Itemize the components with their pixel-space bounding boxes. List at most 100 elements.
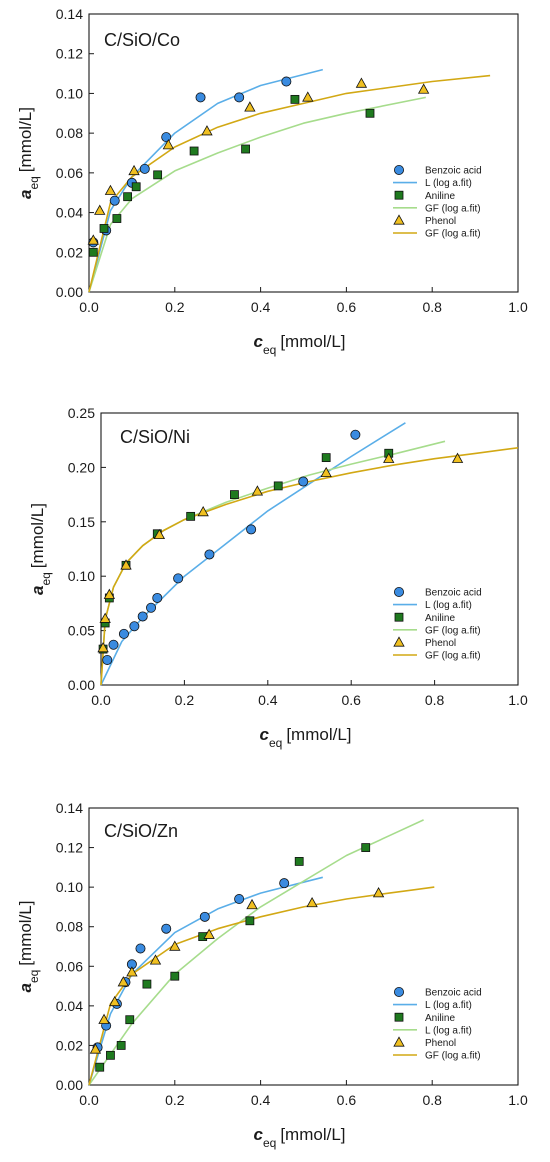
y-tick-label: 0.05 bbox=[68, 623, 95, 639]
series-phenol bbox=[97, 452, 464, 653]
legend-marker-swatch bbox=[393, 1036, 405, 1047]
data-point bbox=[383, 452, 395, 463]
data-point bbox=[245, 916, 255, 926]
data-point bbox=[199, 911, 210, 922]
data-point bbox=[106, 1050, 115, 1060]
data-point bbox=[355, 77, 368, 88]
plot-frame bbox=[88, 13, 519, 293]
panel-title: C/SiO/Zn bbox=[104, 821, 178, 841]
data-point bbox=[246, 524, 257, 535]
data-point bbox=[135, 943, 146, 954]
data-point bbox=[281, 76, 292, 87]
data-point bbox=[234, 894, 245, 905]
legend-label: L (log a.fit) bbox=[425, 178, 472, 189]
x-tick-label: 0.2 bbox=[165, 1092, 185, 1108]
legend-marker-swatch bbox=[393, 164, 404, 175]
plot-frame bbox=[88, 807, 519, 1086]
data-point bbox=[88, 247, 98, 257]
data-point bbox=[126, 966, 138, 977]
data-point bbox=[417, 83, 430, 94]
legend-label: GF (log a.fit) bbox=[425, 625, 481, 636]
data-point bbox=[230, 490, 239, 500]
x-tick-label: 0.4 bbox=[251, 1092, 271, 1108]
data-point bbox=[153, 170, 163, 180]
data-point bbox=[201, 125, 213, 136]
data-point bbox=[169, 940, 181, 951]
y-tick-label: 0.10 bbox=[56, 85, 83, 101]
fit-line-1 bbox=[88, 68, 323, 293]
series-aniline bbox=[98, 448, 394, 654]
data-point bbox=[103, 588, 116, 599]
series-aniline bbox=[95, 843, 371, 1072]
legend-label: GF (log a.fit) bbox=[425, 229, 481, 240]
data-point bbox=[142, 979, 152, 989]
fit-line-2 bbox=[100, 440, 446, 686]
y-tick-label: 0.15 bbox=[68, 514, 95, 530]
y-tick-label: 0.25 bbox=[68, 405, 95, 421]
x-tick-label: 0.8 bbox=[425, 692, 445, 708]
y-tick-label: 0.06 bbox=[56, 165, 83, 181]
x-tick-label: 0.6 bbox=[337, 1092, 357, 1108]
data-point bbox=[279, 878, 290, 889]
data-point bbox=[298, 476, 309, 487]
data-point bbox=[321, 453, 331, 463]
x-tick-label: 0.8 bbox=[422, 299, 442, 315]
data-point bbox=[139, 163, 150, 174]
y-tick-label: 0.08 bbox=[56, 919, 83, 935]
data-point bbox=[161, 132, 172, 143]
data-point bbox=[152, 592, 163, 603]
data-point bbox=[112, 214, 122, 223]
y-tick-label: 0.20 bbox=[68, 459, 95, 475]
legend-label: Aniline bbox=[425, 613, 455, 624]
legend-marker-swatch bbox=[393, 987, 404, 998]
data-point bbox=[98, 1013, 110, 1024]
data-point bbox=[153, 528, 166, 540]
data-point bbox=[99, 612, 111, 623]
y-tick-label: 0.12 bbox=[56, 46, 83, 62]
data-point bbox=[129, 621, 140, 632]
legend-marker-swatch bbox=[394, 1012, 404, 1022]
data-point bbox=[109, 995, 121, 1007]
data-point bbox=[99, 224, 109, 233]
data-point bbox=[170, 971, 180, 981]
legend-marker-swatch bbox=[394, 612, 404, 622]
data-point bbox=[186, 511, 196, 521]
y-tick-label: 0.14 bbox=[56, 800, 83, 816]
x-axis-label: ceq [mmol/L] bbox=[253, 332, 345, 357]
data-point bbox=[104, 184, 117, 195]
y-tick-label: 0.00 bbox=[68, 677, 95, 693]
data-point bbox=[197, 505, 209, 517]
data-point bbox=[116, 1041, 126, 1050]
data-point bbox=[372, 887, 385, 898]
x-tick-label: 0.4 bbox=[258, 692, 278, 708]
data-point bbox=[350, 429, 361, 440]
legend-marker-swatch bbox=[393, 636, 405, 647]
data-point bbox=[87, 234, 99, 245]
data-point bbox=[117, 976, 129, 987]
panel-title: C/SiO/Co bbox=[104, 30, 180, 50]
data-point bbox=[204, 549, 215, 560]
legend-marker-swatch bbox=[393, 587, 404, 598]
legend-label: L (log a.fit) bbox=[425, 1025, 472, 1036]
data-point bbox=[118, 628, 129, 639]
chart-panel-3: 0.0 0.2 0.4 0.6 0.8 1.0 0.00 0.02 0.04 0.06 0.08 0.… bbox=[16, 800, 528, 1150]
legend-label: GF (log a.fit) bbox=[425, 651, 481, 662]
chart-panel-2: 0.0 0.2 0.4 0.6 0.8 1.0 0.00 0.05 0.10 0.15 0.20 0.… bbox=[28, 405, 528, 750]
y-tick-label: 0.08 bbox=[56, 125, 83, 141]
x-axis-label: ceq [mmol/L] bbox=[253, 1125, 345, 1150]
y-axis-label: aeq[mmol/L] bbox=[16, 900, 41, 992]
fit-line-3 bbox=[100, 447, 519, 686]
legend-label: GF (log a.fit) bbox=[425, 203, 481, 214]
data-point bbox=[306, 896, 318, 908]
x-axis-label: ceq [mmol/L] bbox=[259, 725, 351, 750]
y-tick-label: 0.10 bbox=[56, 879, 83, 895]
x-tick-label: 0.0 bbox=[79, 1092, 99, 1108]
x-tick-label: 1.0 bbox=[508, 1092, 528, 1108]
data-point bbox=[161, 923, 172, 934]
chart-panel-1: 0.0 0.2 0.4 0.6 0.8 1.0 0.00 0.02 0.04 0.06 0.08 0.… bbox=[16, 6, 528, 357]
legend-label: Benzoic acid bbox=[425, 988, 482, 999]
data-point bbox=[128, 164, 140, 176]
legend-label: Benzoic acid bbox=[425, 166, 482, 177]
